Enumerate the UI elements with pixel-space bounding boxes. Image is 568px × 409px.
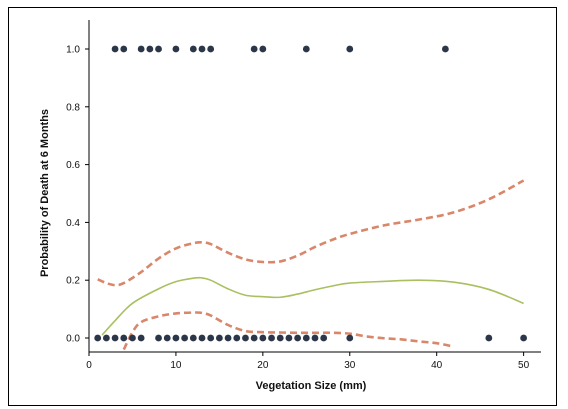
x-tick-label: 50 [518,360,530,371]
x-tick-label: 30 [344,360,356,371]
data-point [276,334,284,342]
data-point [233,334,241,342]
data-point [172,45,180,53]
data-point [94,334,102,342]
data-point [120,45,128,53]
data-point [155,45,162,53]
lower-confidence-curve [122,311,455,351]
data-point [485,334,493,342]
x-tick-label: 40 [431,360,443,371]
data-point [311,334,319,342]
data-point [163,334,171,342]
data-point [198,334,206,342]
data-point [198,45,206,53]
data-point [302,45,310,53]
data-point [259,45,267,53]
data-point [207,45,215,53]
data-point [520,334,528,342]
data-point [294,334,302,342]
x-tick-label: 20 [257,360,269,371]
data-point [285,334,293,342]
upper-confidence-curve [97,179,525,287]
data-point [129,334,136,342]
x-tick-label: 10 [170,360,182,371]
y-tick-label: 0.6 [66,160,80,171]
data-point [146,45,154,53]
data-point [224,334,232,342]
axes: 0.0 0.2 0.4 0.6 0.8 1.0 0 10 20 30 40 50 [66,20,541,371]
curve-layer [97,179,525,351]
y-tick-label: 0.2 [66,276,80,287]
x-axis-title: Vegetation Size (mm) [256,380,367,392]
data-point [181,334,189,342]
data-point [302,334,310,342]
data-point [250,45,258,53]
data-point [137,45,145,53]
data-point [346,334,354,342]
data-point [137,334,145,342]
data-point [215,334,223,342]
estimate-curve [101,276,524,336]
data-point [242,334,249,342]
data-point [120,334,128,342]
data-point [320,334,328,342]
y-tick-label: 0.8 [66,102,80,113]
data-point [102,334,110,342]
point-layer [94,45,528,342]
data-point [259,334,267,342]
y-tick-label: 0.0 [66,334,80,345]
data-point [268,334,275,342]
y-axis-title: Probability of Death at 6 Months [39,109,51,277]
data-point [155,334,162,342]
data-point [346,45,354,53]
x-tick-label: 0 [86,360,92,371]
data-point [207,334,215,342]
data-point [111,334,119,342]
data-point [111,45,119,53]
data-point [189,45,197,53]
y-tick-label: 0.4 [66,218,80,229]
data-point [441,45,449,53]
data-point [172,334,180,342]
y-tick-label: 1.0 [66,45,80,56]
data-point [189,334,197,342]
data-point [250,334,258,342]
